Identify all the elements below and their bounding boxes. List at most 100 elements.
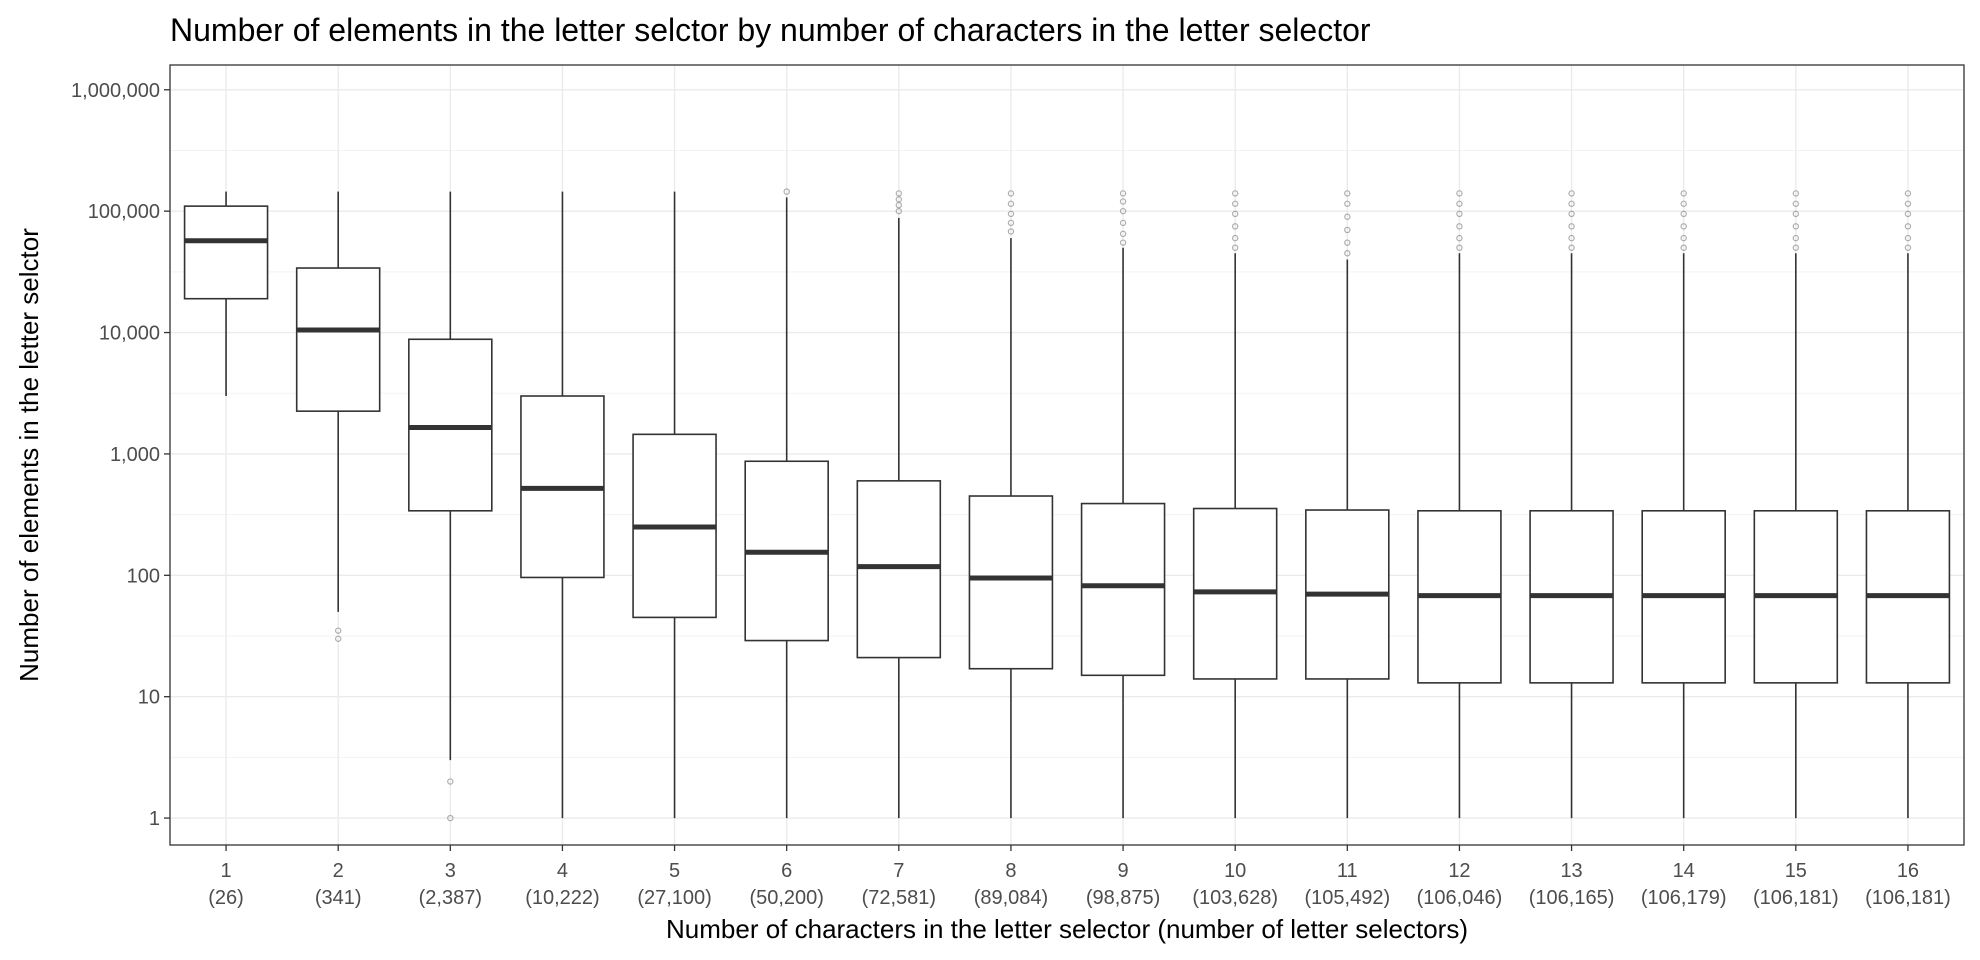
- x-tick-label: 12: [1448, 860, 1470, 882]
- x-tick-label: 16: [1897, 860, 1919, 882]
- x-axis: 1 (26) 2 (341) 3 (2,387) 4 (10,222) 5 (27,100) 6 (5…: [208, 845, 1951, 909]
- outlier-point: [1344, 226, 1351, 234]
- y-tick-label: 10,000: [99, 323, 160, 345]
- box-iqr: [856, 480, 942, 659]
- outlier-point: [1680, 234, 1687, 242]
- x-tick-count-label: (27,100): [637, 887, 712, 909]
- y-axis-title: Number of elements in the letter selctor: [14, 228, 44, 682]
- x-tick-label: 15: [1785, 860, 1807, 882]
- outlier-point: [1456, 210, 1463, 218]
- x-tick-count-label: (341): [315, 887, 362, 909]
- x-tick-label: 5: [669, 860, 680, 882]
- outlier-point: [334, 627, 342, 634]
- box-1: [183, 191, 269, 397]
- outlier-point: [1680, 223, 1687, 230]
- x-tick-count-label: (98,875): [1086, 887, 1161, 909]
- outlier-point: [1680, 200, 1687, 207]
- outlier-point: [1344, 239, 1351, 246]
- x-tick-count-label: (10,222): [525, 887, 600, 909]
- outlier-point: [1568, 200, 1575, 207]
- outlier-point: [1792, 200, 1800, 207]
- x-axis-title: Number of characters in the letter selec…: [666, 914, 1468, 944]
- x-tick-label: 14: [1673, 860, 1695, 882]
- outlier-point: [1231, 210, 1239, 218]
- outlier-point: [1456, 200, 1463, 207]
- outlier-point: [895, 190, 903, 197]
- outlier-point: [1792, 244, 1800, 251]
- outlier-point: [1456, 223, 1463, 230]
- box-5: [632, 191, 717, 819]
- box-15: [1753, 190, 1839, 819]
- y-axis: 1 10 100 1,000 10,000 100,000 1,000,000: [71, 80, 170, 830]
- outlier-point: [1119, 230, 1127, 238]
- x-tick-label: 13: [1560, 860, 1582, 882]
- outlier-point: [1007, 200, 1015, 207]
- chart-title: Number of elements in the letter selctor…: [170, 12, 1371, 48]
- y-tick-label: 100,000: [88, 201, 160, 223]
- outlier-point: [1007, 228, 1015, 235]
- outlier-point: [1231, 244, 1239, 251]
- box-6: [744, 188, 829, 819]
- outlier-point: [1904, 223, 1912, 230]
- outlier-point: [895, 196, 903, 203]
- outlier-point: [1007, 219, 1015, 227]
- box-16: [1865, 190, 1951, 819]
- outlier-point: [783, 188, 790, 195]
- box-iqr: [183, 205, 269, 300]
- y-tick-label: 1: [149, 808, 160, 830]
- x-tick-count-label: (2,387): [419, 887, 482, 909]
- x-tick-count-label: (106,181): [1753, 887, 1839, 909]
- outlier-point: [1568, 223, 1575, 230]
- outlier-point: [1568, 210, 1575, 218]
- x-tick-label: 8: [1005, 860, 1016, 882]
- box-12: [1417, 190, 1502, 819]
- x-tick-count-label: (26): [208, 887, 244, 909]
- x-tick-count-label: (106,181): [1865, 887, 1951, 909]
- outlier-point: [1680, 190, 1687, 197]
- outlier-point: [1792, 210, 1800, 218]
- x-tick-count-label: (106,179): [1641, 887, 1727, 909]
- x-tick-label: 4: [557, 860, 568, 882]
- outlier-point: [1231, 190, 1239, 197]
- outlier-point: [1007, 190, 1015, 197]
- outlier-point: [1456, 234, 1463, 242]
- outlier-point: [1119, 239, 1127, 246]
- y-tick-label: 10: [138, 687, 160, 709]
- outlier-point: [447, 814, 454, 822]
- outlier-point: [1119, 198, 1127, 205]
- y-tick-label: 100: [127, 565, 160, 587]
- box-11: [1305, 190, 1390, 819]
- plot-panel-border: [169, 64, 1965, 846]
- x-tick-label: 7: [893, 860, 904, 882]
- x-tick-label: 6: [781, 860, 792, 882]
- outlier-point: [334, 635, 342, 642]
- outlier-point: [1568, 190, 1575, 197]
- outlier-point: [1680, 244, 1687, 251]
- box-iqr: [1080, 502, 1166, 677]
- box-8: [968, 190, 1054, 819]
- outlier-point: [895, 207, 903, 215]
- box-10: [1192, 190, 1278, 819]
- box-iqr: [295, 267, 381, 412]
- outlier-point: [1792, 234, 1800, 242]
- outlier-point: [1904, 190, 1912, 197]
- outlier-point: [1456, 244, 1463, 251]
- outlier-point: [1119, 207, 1127, 215]
- x-tick-count-label: (106,165): [1529, 887, 1615, 909]
- outlier-point: [1792, 223, 1800, 230]
- outlier-point: [447, 778, 454, 785]
- outlier-point: [1231, 200, 1239, 207]
- box-9: [1080, 190, 1166, 819]
- outlier-point: [1456, 190, 1463, 197]
- outlier-point: [1344, 250, 1351, 257]
- box-2: [295, 191, 381, 642]
- x-tick-count-label: (89,084): [974, 887, 1049, 909]
- outlier-point: [1792, 190, 1800, 197]
- outlier-point: [1007, 210, 1015, 218]
- box-14: [1641, 190, 1726, 819]
- box-7: [856, 190, 942, 819]
- outlier-point: [1119, 219, 1127, 227]
- x-tick-count-label: (103,628): [1192, 887, 1278, 909]
- outlier-point: [1568, 244, 1575, 251]
